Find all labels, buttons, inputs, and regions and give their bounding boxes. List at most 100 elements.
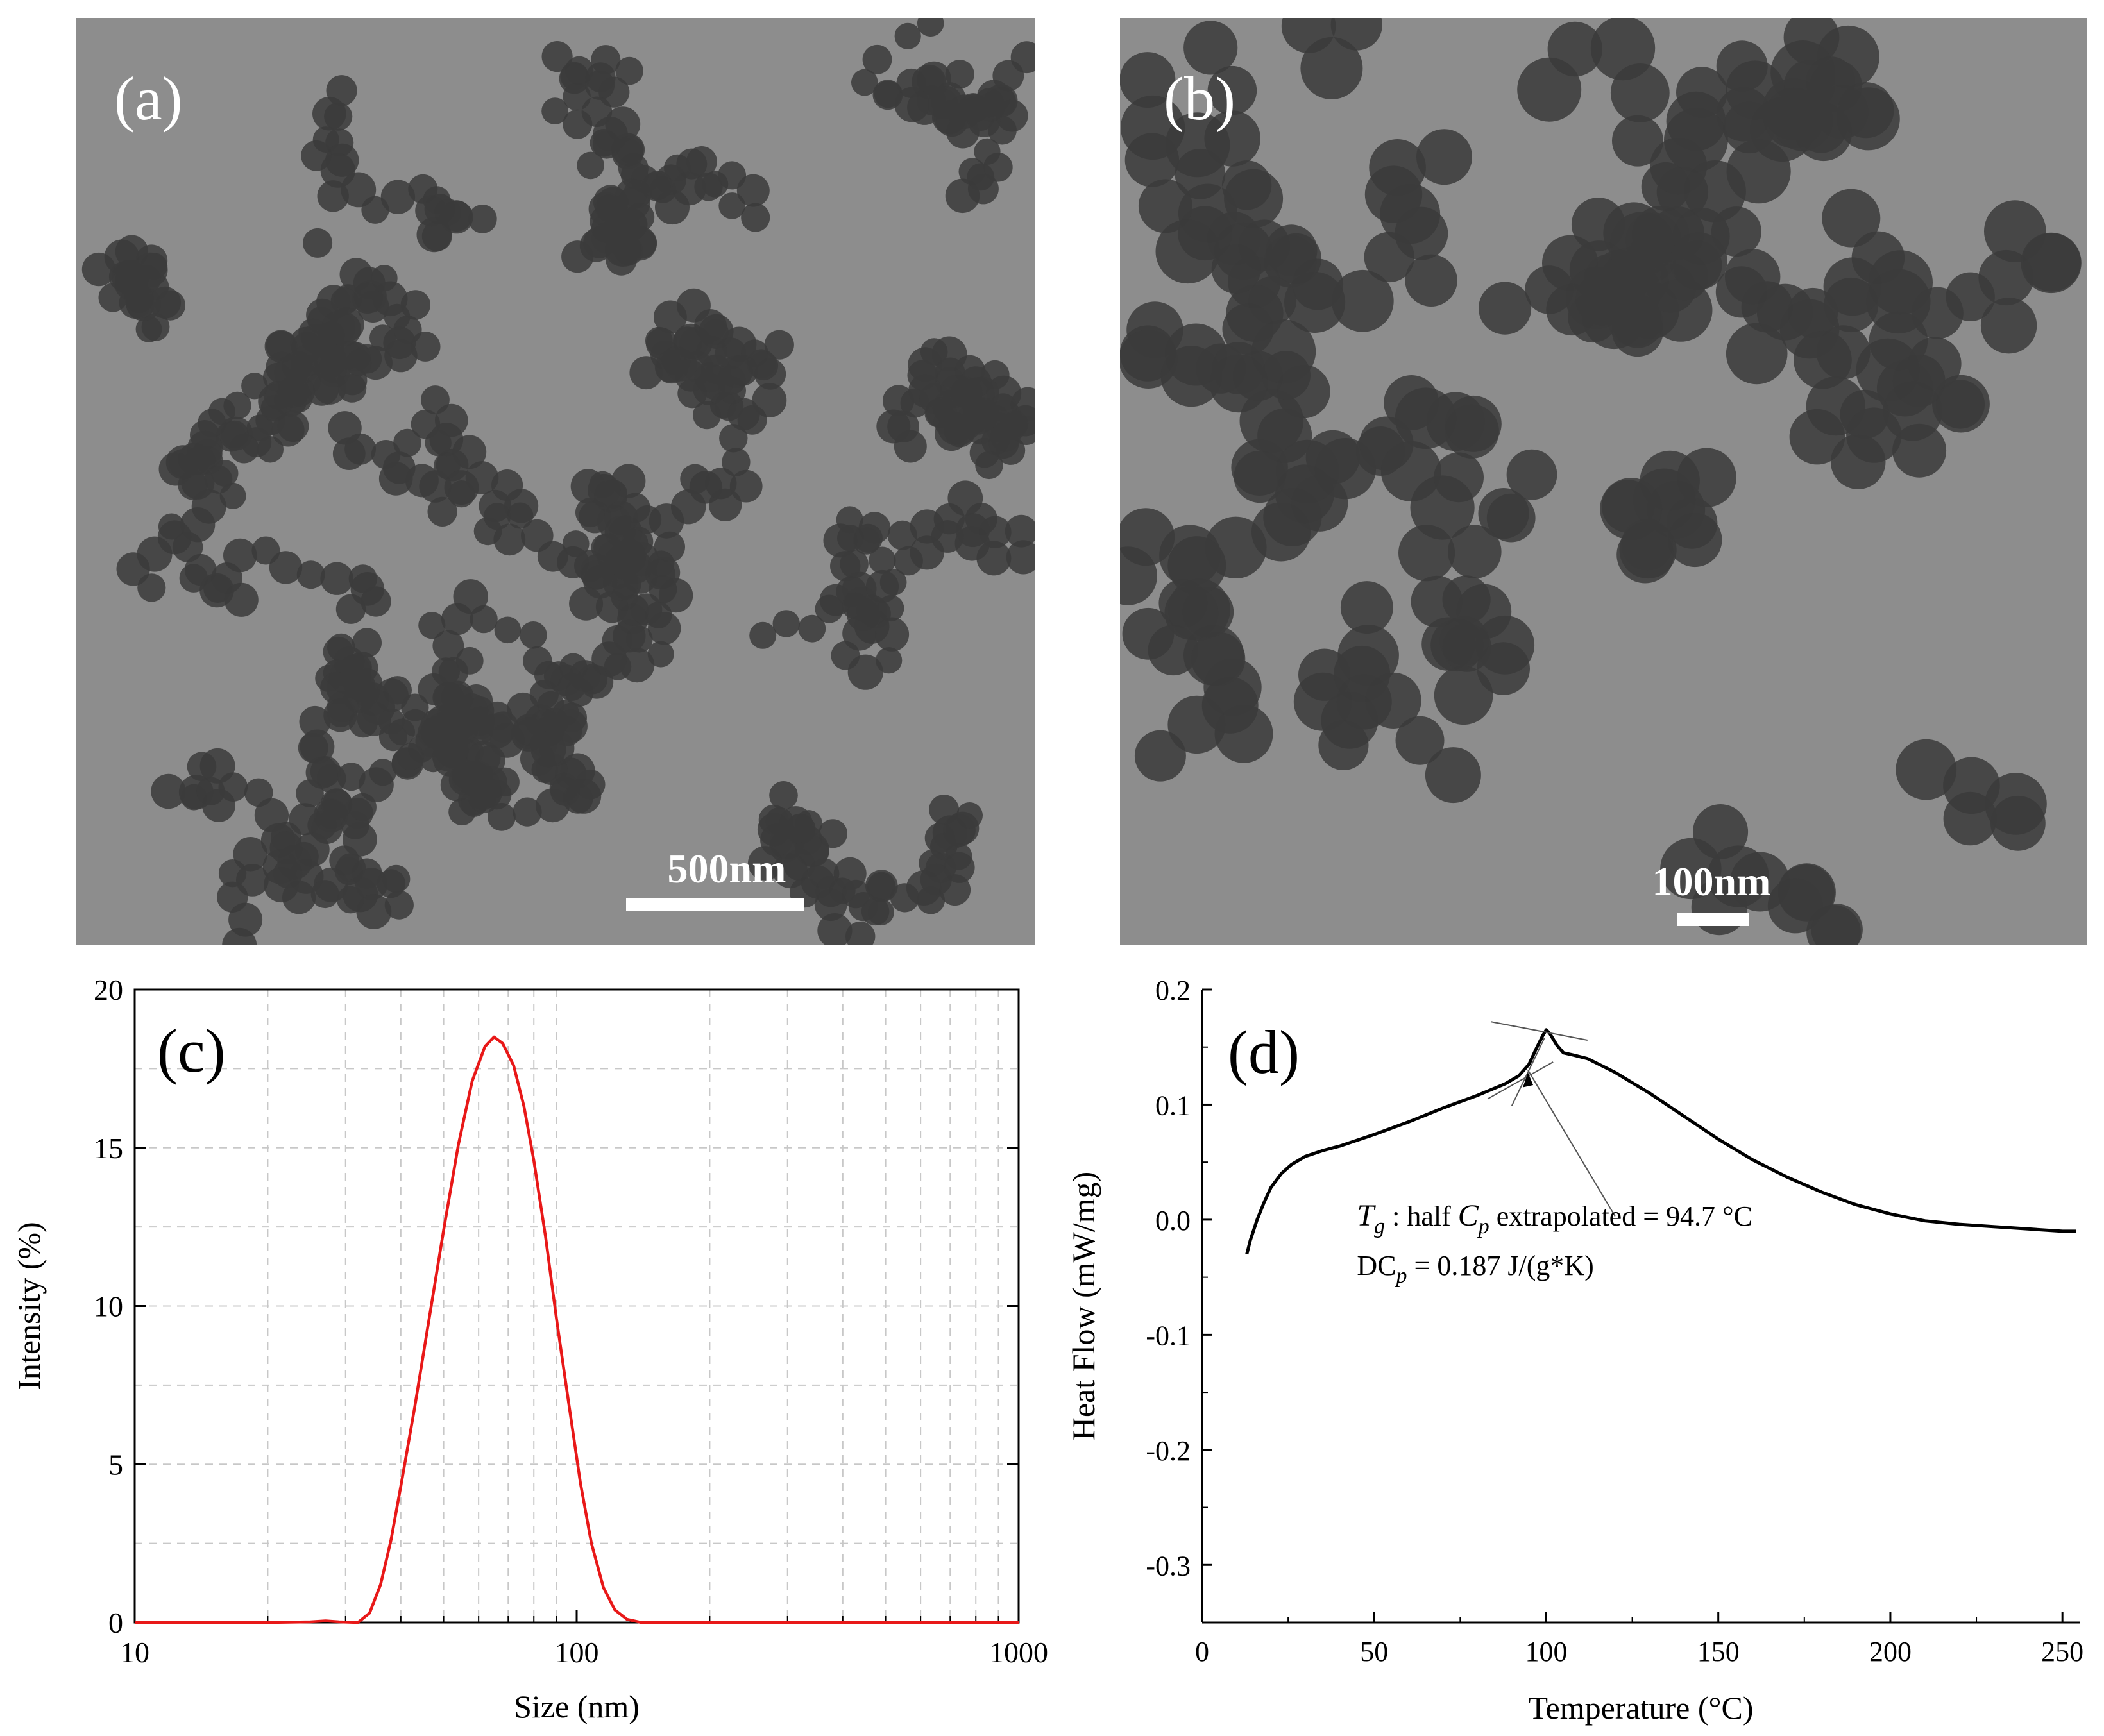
- particle: [421, 221, 452, 251]
- particle: [736, 174, 770, 207]
- x-tick-label: 50: [1360, 1636, 1388, 1667]
- particle: [1684, 160, 1746, 223]
- x-tick-label: 0: [1195, 1636, 1209, 1667]
- particle: [851, 69, 878, 96]
- particle: [320, 671, 353, 704]
- particle: [1445, 395, 1502, 452]
- particle: [847, 654, 883, 690]
- particle: [890, 883, 920, 913]
- particle: [984, 84, 1018, 118]
- tem-image-a: (a) 500nm: [76, 18, 1035, 945]
- particle: [223, 538, 257, 573]
- particle: [1330, 18, 1382, 51]
- particle: [334, 284, 362, 313]
- annotation-arrowhead: [1523, 1072, 1534, 1088]
- particle: [300, 729, 335, 764]
- particle: [393, 428, 421, 457]
- particle: [1364, 165, 1423, 223]
- particle: [575, 769, 606, 800]
- particle: [956, 513, 990, 548]
- particle: [1164, 586, 1219, 641]
- particle: [693, 401, 721, 430]
- particle: [577, 151, 604, 180]
- particle: [466, 741, 501, 775]
- particle: [1600, 478, 1663, 540]
- y-tick-label: 10: [94, 1290, 123, 1323]
- particle: [1321, 691, 1379, 749]
- particle: [443, 683, 472, 712]
- particle: [488, 802, 516, 831]
- particle: [1478, 488, 1529, 539]
- particle: [1002, 410, 1029, 437]
- particle: [277, 410, 309, 442]
- panel-label-c: (c): [157, 1016, 226, 1085]
- particle: [419, 470, 452, 503]
- particle: [1869, 311, 1928, 371]
- particle: [541, 97, 568, 124]
- particle: [233, 837, 268, 872]
- particle: [1442, 575, 1491, 624]
- tem-image-b: (b) 100nm: [1120, 18, 2087, 945]
- particle: [1191, 632, 1246, 686]
- particle: [615, 178, 647, 210]
- particle: [945, 60, 974, 89]
- particle: [1005, 514, 1035, 548]
- particle: [874, 80, 902, 108]
- particle: [1795, 101, 1847, 153]
- particle: [448, 480, 475, 508]
- particle: [981, 426, 1010, 455]
- y-tick-label: 15: [94, 1132, 123, 1165]
- particle: [303, 228, 333, 258]
- particle: [894, 87, 929, 122]
- y-tick-label: 0.1: [1155, 1090, 1191, 1121]
- particle: [1275, 439, 1339, 503]
- particle: [967, 105, 994, 131]
- particle: [1711, 206, 1761, 257]
- particle: [1610, 63, 1670, 122]
- particle: [658, 578, 693, 613]
- particle: [1434, 666, 1493, 725]
- particle: [613, 619, 646, 653]
- particle: [179, 564, 208, 593]
- particle: [282, 881, 316, 914]
- particle: [1612, 115, 1663, 167]
- particle: [1676, 67, 1727, 119]
- particle: [549, 772, 579, 802]
- y-tick-label: 0: [108, 1606, 123, 1639]
- chart-d-container: 0.2 0.1 0.0 -0.1 -0.2 -0.3 0 50 100 150 200 250 Temp…: [1052, 956, 2104, 1733]
- particle: [616, 208, 648, 240]
- particle: [589, 471, 616, 498]
- particle: [383, 451, 416, 484]
- particle: [348, 709, 378, 738]
- y-tick-label: -0.2: [1146, 1435, 1191, 1467]
- particle: [229, 434, 259, 464]
- particle: [1876, 360, 1933, 417]
- particle: [920, 863, 952, 896]
- particle: [849, 892, 878, 922]
- particle: [466, 767, 500, 801]
- particle: [1010, 41, 1035, 74]
- particle: [296, 560, 325, 589]
- particle: [291, 332, 323, 364]
- particle: [341, 172, 377, 208]
- particle: [350, 572, 385, 606]
- particle: [920, 338, 948, 366]
- particle: [686, 146, 717, 177]
- particle: [1616, 526, 1674, 584]
- particle: [1121, 95, 1185, 160]
- particle: [441, 603, 473, 636]
- particle: [565, 678, 594, 707]
- particle: [357, 291, 389, 323]
- particle: [845, 921, 876, 945]
- particle: [1201, 677, 1259, 734]
- particle: [894, 546, 923, 576]
- particle: [1184, 21, 1238, 75]
- particle: [352, 858, 382, 889]
- particle: [1985, 773, 2047, 835]
- particle: [299, 705, 331, 737]
- particle: [380, 180, 416, 214]
- particle: [104, 239, 140, 274]
- particle: [1395, 387, 1457, 449]
- particle: [1380, 441, 1441, 501]
- particle: [1479, 282, 1532, 335]
